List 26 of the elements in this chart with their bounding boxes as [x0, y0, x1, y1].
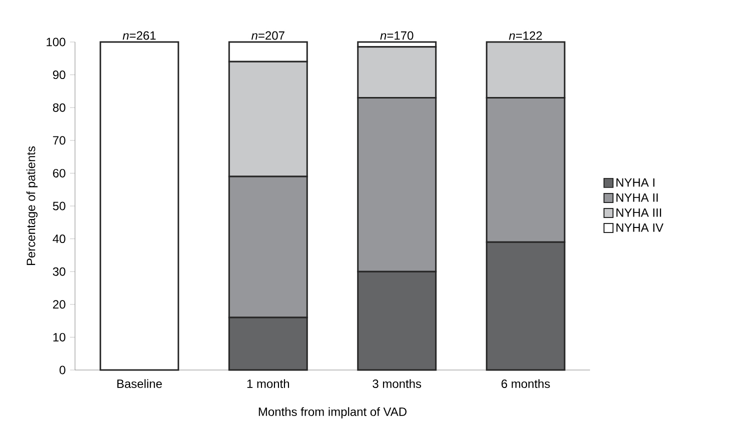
- annotation: n=170: [380, 31, 414, 40]
- y-tick-label: 100: [46, 38, 66, 46]
- x-tick-label: 3 months: [372, 379, 422, 388]
- legend-label: NYHA III: [616, 208, 662, 217]
- annotation: n=207: [251, 31, 284, 40]
- annotation: n=122: [508, 31, 542, 40]
- y-tick-label: 60: [53, 168, 66, 178]
- bar: [100, 41, 180, 371]
- x-tick-label: 1 month: [247, 379, 290, 388]
- y-axis-title: Percentage of patients: [26, 146, 38, 266]
- x-tick-label: Baseline: [117, 379, 162, 388]
- y-tick-label: 20: [53, 300, 66, 309]
- y-tick-label: 30: [52, 267, 66, 276]
- x-tick-label: 6 months: [502, 379, 550, 388]
- y-tick-label: 70: [53, 136, 66, 145]
- legend-label: NYHA I: [616, 178, 654, 187]
- y-tick-label: 40: [52, 234, 66, 244]
- y-tick-label: 0: [60, 366, 66, 374]
- x-axis-title: Months from implant of VAD: [258, 407, 407, 418]
- annotation: n=261: [122, 31, 156, 40]
- legend-label: NYHA IV: [616, 224, 664, 232]
- y-tick-label: 10: [53, 332, 66, 342]
- y-tick-label: 80: [52, 103, 66, 112]
- legend-label: NYHA II: [616, 193, 658, 202]
- y-tick-label: 50: [52, 202, 66, 210]
- y-tick-label: 90: [53, 70, 66, 80]
